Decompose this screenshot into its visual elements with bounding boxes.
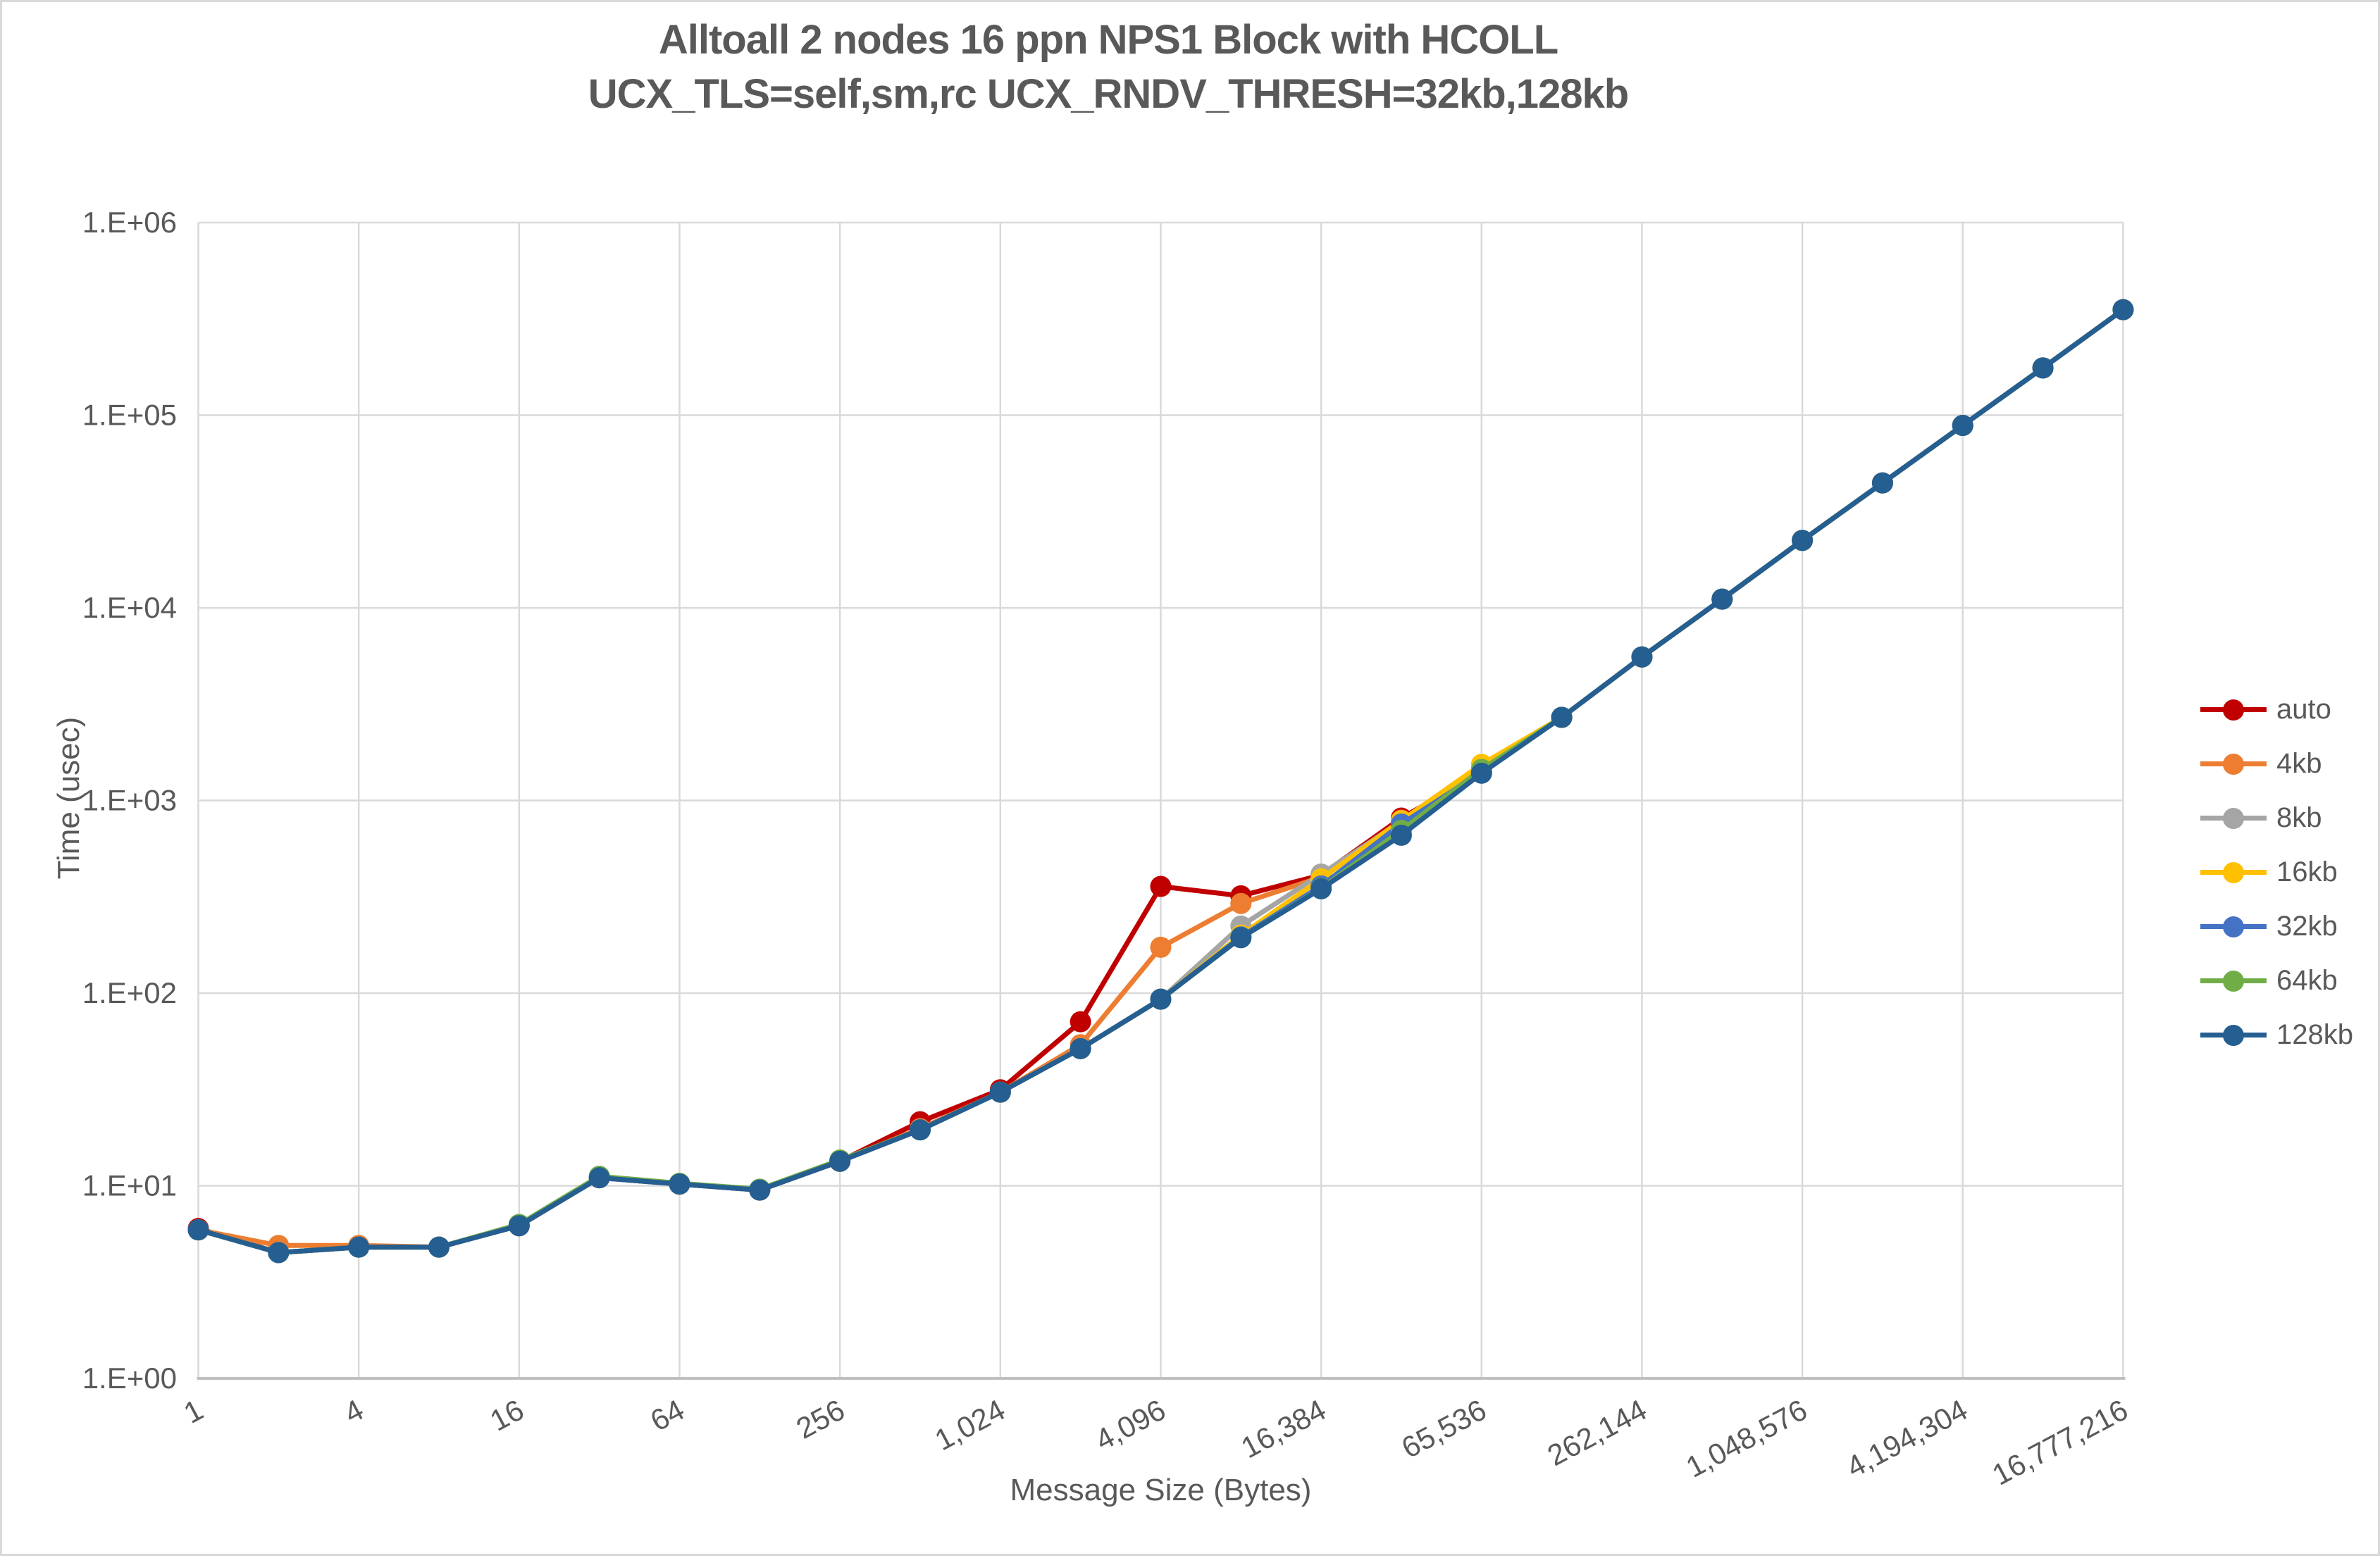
- x-tick-label: 1,024: [929, 1392, 1010, 1457]
- legend-label: 8kb: [2276, 802, 2322, 833]
- series-marker-128kb: [1551, 706, 1573, 728]
- legend-item-auto: auto: [2200, 683, 2353, 737]
- x-tick-label: 1,048,576: [1680, 1392, 1812, 1483]
- legend-marker-icon: [2200, 916, 2267, 937]
- y-tick-label: 1.E+02: [82, 976, 177, 1009]
- chart-title: Alltoall 2 nodes 16 ppn NPS1 Block with …: [2, 13, 2214, 121]
- series-marker-auto: [1150, 875, 1172, 897]
- series-marker-128kb: [749, 1179, 771, 1201]
- series-marker-128kb: [428, 1236, 450, 1258]
- x-tick-label: 4,194,304: [1841, 1392, 1973, 1483]
- legend-item-32kb: 32kb: [2200, 899, 2353, 954]
- series-marker-128kb: [268, 1242, 290, 1264]
- legend-dot-icon: [2223, 971, 2244, 992]
- x-tick-label: 1: [178, 1392, 209, 1429]
- legend-dot-icon: [2223, 1025, 2244, 1046]
- series-marker-128kb: [2112, 299, 2134, 320]
- x-axis-title: Message Size (Bytes): [1010, 1473, 1312, 1507]
- x-tick-label: 262,144: [1542, 1392, 1652, 1472]
- series-marker-128kb: [829, 1150, 851, 1172]
- legend-label: 4kb: [2276, 748, 2322, 779]
- legend-marker-icon: [2200, 971, 2267, 992]
- chart-title-line1: Alltoall 2 nodes 16 ppn NPS1 Block with …: [658, 17, 1558, 63]
- y-tick-label: 1.E+00: [82, 1361, 177, 1395]
- legend-label: auto: [2276, 694, 2331, 725]
- legend-item-16kb: 16kb: [2200, 845, 2353, 899]
- legend-item-64kb: 64kb: [2200, 954, 2353, 1008]
- legend-label: 32kb: [2276, 911, 2338, 942]
- series-marker-128kb: [1711, 588, 1733, 610]
- x-tick-label: 65,536: [1396, 1392, 1492, 1464]
- legend: auto 4kb 8kb 16kb 32kb 64kb 128kb: [2200, 683, 2353, 1062]
- legend-label: 128kb: [2276, 1019, 2353, 1050]
- series-marker-128kb: [1070, 1037, 1091, 1059]
- series-marker-auto: [1070, 1011, 1091, 1033]
- series-marker-4kb: [1230, 892, 1252, 914]
- legend-marker-icon: [2200, 1025, 2267, 1046]
- legend-label: 16kb: [2276, 856, 2338, 887]
- series-marker-128kb: [2032, 357, 2054, 379]
- series-marker-128kb: [1871, 472, 1893, 494]
- series-marker-128kb: [1230, 927, 1252, 949]
- y-tick-label: 1.E+06: [82, 206, 177, 239]
- series-marker-128kb: [348, 1236, 370, 1258]
- y-axis-title: Time (usec): [51, 716, 86, 880]
- legend-marker-icon: [2200, 754, 2267, 775]
- series-marker-128kb: [1470, 762, 1492, 784]
- series-marker-128kb: [1390, 824, 1412, 846]
- series-marker-4kb: [1150, 936, 1172, 958]
- y-tick-label: 1.E+04: [82, 591, 177, 624]
- series-marker-128kb: [909, 1119, 931, 1141]
- x-tick-label: 256: [791, 1392, 850, 1445]
- legend-marker-icon: [2200, 808, 2267, 829]
- series-marker-128kb: [669, 1173, 690, 1195]
- series-marker-128kb: [989, 1081, 1011, 1103]
- legend-marker-icon: [2200, 862, 2267, 883]
- legend-dot-icon: [2223, 754, 2244, 775]
- y-tick-label: 1.E+05: [82, 399, 177, 432]
- legend-dot-icon: [2223, 862, 2244, 883]
- x-tick-label: 4,096: [1090, 1392, 1171, 1457]
- series-marker-128kb: [1792, 530, 1814, 551]
- legend-item-8kb: 8kb: [2200, 791, 2353, 845]
- legend-marker-icon: [2200, 699, 2267, 721]
- series-marker-128kb: [1150, 988, 1172, 1010]
- legend-item-128kb: 128kb: [2200, 1008, 2353, 1062]
- legend-dot-icon: [2223, 916, 2244, 937]
- series-marker-128kb: [1631, 646, 1653, 668]
- y-tick-label: 1.E+03: [82, 784, 177, 817]
- x-tick-label: 16: [485, 1392, 529, 1437]
- series-marker-128kb: [187, 1219, 209, 1241]
- series-marker-128kb: [1952, 415, 1973, 437]
- legend-label: 64kb: [2276, 965, 2338, 996]
- chart-title-line2: UCX_TLS=self,sm,rc UCX_RNDV_THRESH=32kb,…: [588, 70, 1629, 117]
- x-tick-label: 64: [645, 1392, 689, 1437]
- y-tick-label: 1.E+01: [82, 1169, 177, 1202]
- series-marker-128kb: [1310, 878, 1332, 899]
- x-tick-label: 4: [339, 1392, 369, 1429]
- x-tick-label: 16,384: [1236, 1392, 1331, 1464]
- legend-item-4kb: 4kb: [2200, 737, 2353, 791]
- series-marker-128kb: [508, 1215, 530, 1237]
- legend-dot-icon: [2223, 808, 2244, 829]
- legend-dot-icon: [2223, 699, 2244, 721]
- series-marker-128kb: [588, 1167, 610, 1189]
